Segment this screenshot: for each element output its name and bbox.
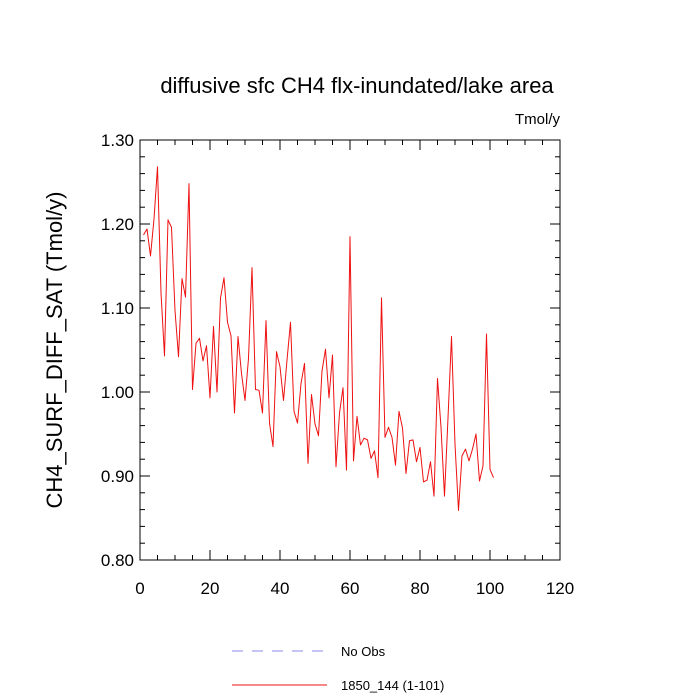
plot-frame — [139, 139, 561, 561]
x-tick-label: 80 — [411, 579, 430, 598]
plot-border — [139, 139, 561, 561]
x-tick-label: 40 — [271, 579, 290, 598]
x-tick-label: 100 — [476, 579, 504, 598]
y-axis-ticks — [140, 139, 560, 561]
series-line-1850-144 — [143, 166, 494, 511]
y-axis-tick-labels: 0.80 0.90 1.00 1.10 1.20 1.30 — [101, 131, 134, 570]
chart-title: diffusive sfc CH4 flx-inundated/lake are… — [160, 73, 554, 98]
y-tick-label: 1.20 — [101, 215, 134, 234]
y-tick-label: 1.30 — [101, 131, 134, 150]
legend-label-no-obs: No Obs — [341, 644, 386, 659]
x-tick-label: 20 — [201, 579, 220, 598]
y-tick-label: 1.10 — [101, 299, 134, 318]
x-axis-ticks — [139, 140, 561, 560]
y-tick-label: 1.00 — [101, 383, 134, 402]
y-tick-label: 0.90 — [101, 467, 134, 486]
x-tick-label: 0 — [135, 579, 144, 598]
y-axis-label: CH4_SURF_DIFF_SAT (Tmol/y) — [42, 191, 67, 508]
units-label: Tmol/y — [515, 111, 561, 128]
series-layer — [143, 166, 494, 511]
x-tick-label: 120 — [546, 579, 574, 598]
legend: No Obs 1850_144 (1-101) — [232, 644, 444, 693]
legend-label-1850-144: 1850_144 (1-101) — [341, 678, 444, 693]
x-axis-tick-labels: 0 20 40 60 80 100 120 — [135, 579, 574, 598]
y-tick-label: 0.80 — [101, 551, 134, 570]
x-tick-label: 60 — [341, 579, 360, 598]
